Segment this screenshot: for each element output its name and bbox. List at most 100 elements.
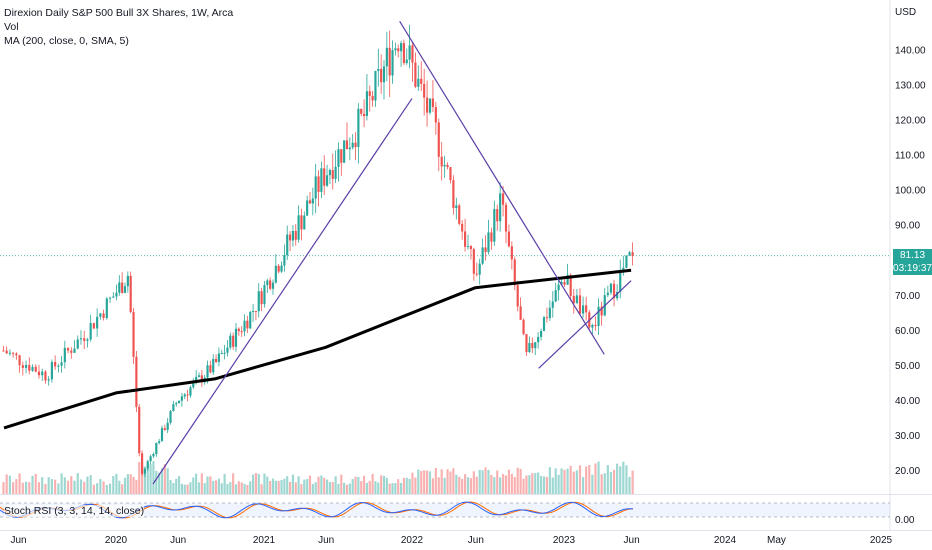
candle-body (475, 273, 478, 275)
candle-body (266, 280, 269, 286)
volume-bar (254, 473, 258, 494)
volume-bar (397, 479, 400, 494)
candle-body (314, 176, 317, 199)
candle-body (311, 198, 314, 204)
candle-body (243, 320, 246, 332)
candle-body (5, 350, 8, 354)
candle-body (323, 168, 326, 186)
volume-bar (229, 482, 232, 494)
x-tick-label: 2023 (553, 535, 576, 546)
trend-line[interactable] (399, 21, 605, 355)
candle-body (251, 311, 255, 313)
candle-body (66, 347, 70, 351)
volume-bar (79, 479, 83, 494)
candle-body (143, 468, 147, 474)
trend-line[interactable] (152, 98, 413, 485)
candle-body (237, 328, 240, 332)
candle-body (28, 364, 31, 371)
candle-body (481, 247, 484, 264)
volume-bar (149, 464, 152, 494)
candle-body (115, 292, 118, 297)
volume-bar (560, 468, 563, 494)
candle-body (232, 335, 235, 347)
volume-bar (563, 469, 566, 494)
candle-body (73, 348, 76, 353)
candle-body (554, 290, 557, 302)
candle-body (478, 263, 481, 275)
ma-200-line[interactable] (3, 268, 632, 430)
ma-legend[interactable]: MA (200, close, 0, SMA, 5) (4, 35, 129, 47)
volume-bar (140, 463, 144, 494)
candle-body (501, 193, 505, 205)
volume-bar (8, 475, 11, 494)
volume-bar (192, 477, 195, 494)
candle-body (121, 282, 124, 293)
volume-bar (609, 472, 613, 494)
candle-body (60, 362, 63, 366)
candle-body (217, 353, 221, 362)
candle-body (320, 168, 323, 192)
candle-body (616, 291, 619, 299)
volume-bar (475, 476, 478, 494)
candle-body (522, 319, 525, 335)
volume-bar (31, 475, 34, 494)
volume-bar (5, 474, 8, 494)
candle-body (34, 366, 37, 372)
volume-bar (249, 481, 252, 494)
volume-bar (461, 478, 464, 494)
candle-body (534, 342, 537, 349)
volume-bar (428, 471, 432, 494)
candle-body (291, 230, 295, 241)
volume-bar (496, 470, 499, 494)
volume-bar (414, 477, 417, 494)
volume-bar (507, 469, 511, 494)
volume-bar (394, 483, 397, 494)
x-tick-label: 2025 (870, 535, 893, 546)
volume-bar (320, 475, 323, 494)
candle-body (105, 298, 108, 319)
volume-bar (260, 484, 263, 494)
candle-body (132, 311, 135, 357)
volume-bar (585, 466, 588, 494)
candle-body (528, 342, 531, 353)
volume-legend[interactable]: Vol (4, 21, 19, 33)
volume-bar (522, 478, 525, 494)
volume-bar (575, 470, 578, 494)
volume-bar (411, 472, 414, 494)
volume-bar (76, 473, 79, 494)
candle-body (340, 149, 343, 163)
volume-bar (501, 473, 505, 494)
candle-body (382, 66, 386, 83)
volume-bar (283, 478, 286, 494)
volume-bar (180, 483, 184, 494)
volume-bar (34, 473, 37, 494)
volume-bar (152, 461, 155, 494)
volume-bar (89, 475, 92, 494)
volume-bar (92, 484, 95, 494)
candle-body (206, 365, 209, 378)
stoch-rsi-legend[interactable]: Stoch RSI (3, 3, 14, 14, close) (4, 505, 145, 517)
candle-body (271, 282, 275, 289)
candle-body (360, 108, 363, 114)
candle-body (303, 215, 306, 230)
volume-bar (291, 474, 295, 494)
candle-body (609, 283, 613, 293)
volume-bar (572, 471, 575, 494)
volume-bar (343, 482, 346, 494)
trend-line[interactable] (538, 280, 632, 369)
candle-body (420, 78, 423, 84)
candle-body (92, 323, 95, 329)
candle-body (257, 291, 260, 312)
candle-body (260, 291, 263, 305)
candle-body (411, 45, 414, 63)
volume-bar (478, 469, 481, 494)
candle-body (531, 342, 534, 349)
volume-bar (126, 474, 129, 494)
candle-body (169, 411, 172, 423)
candle-body (79, 338, 83, 340)
candle-body (469, 246, 473, 250)
candle-body (428, 98, 432, 113)
symbol-title[interactable]: Direxion Daily S&P 500 Bull 3X Shares, 1… (4, 7, 234, 19)
volume-bar (112, 475, 115, 494)
